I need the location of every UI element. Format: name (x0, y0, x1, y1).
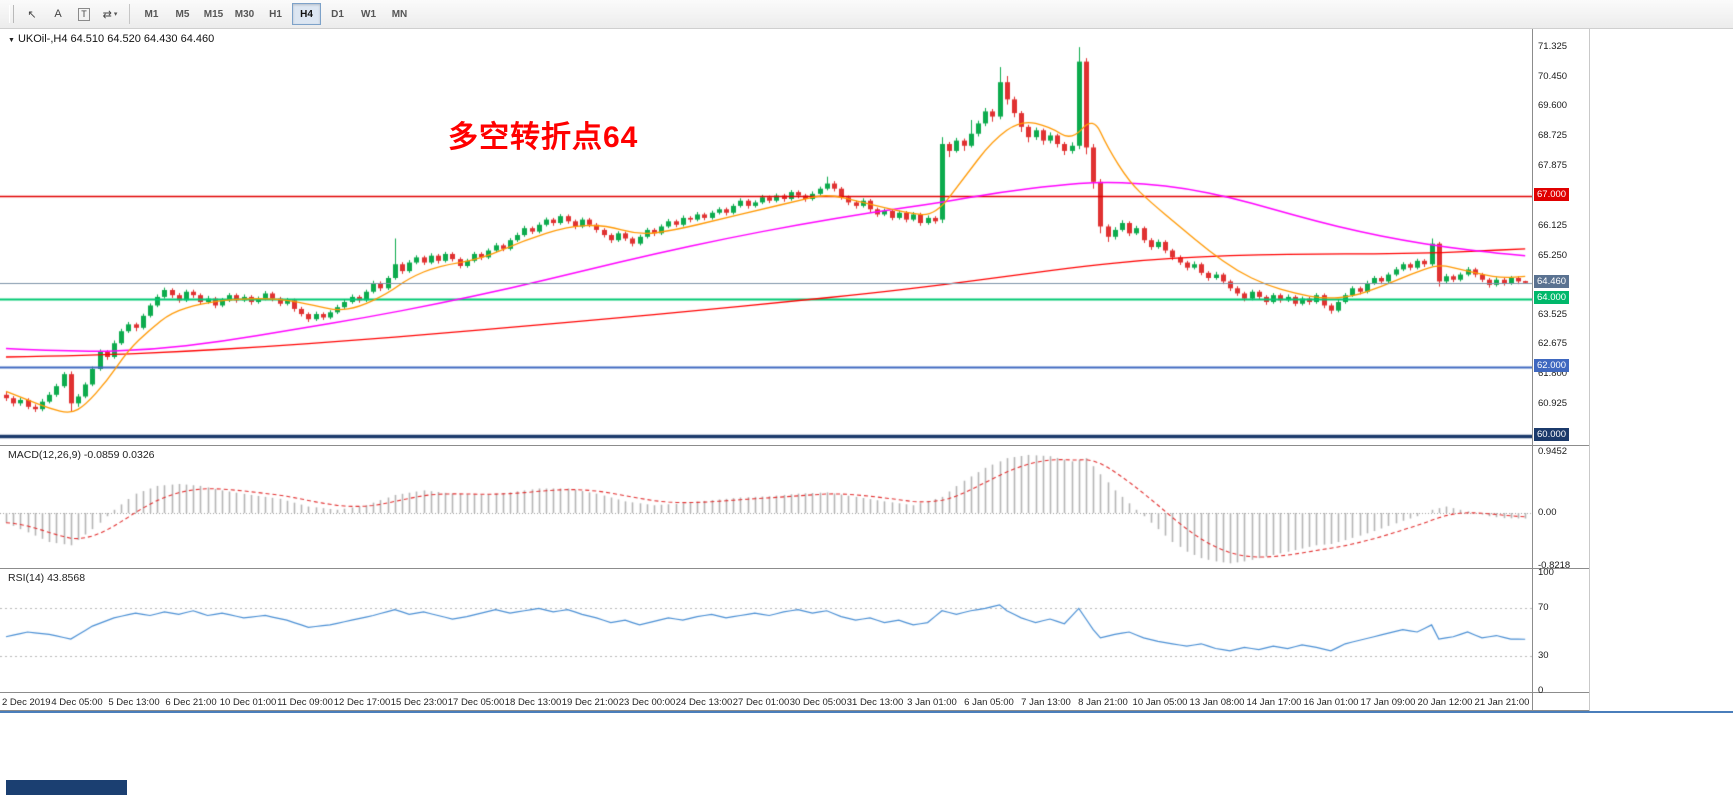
time-axis-label: 31 Dec 13:00 (846, 697, 904, 708)
timeframe-button-w1[interactable]: W1 (361, 8, 376, 20)
time-axis-label: 20 Jan 12:00 (1417, 697, 1473, 708)
price-scale-label: 69.600 (1538, 100, 1568, 112)
time-axis-label: 13 Jan 08:00 (1189, 697, 1245, 708)
toolbar: ↖ A T ⇄ ▾ M1 M5 M15 M30 H1 H4 D1 W1 MN (0, 0, 1733, 29)
symbol-dropdown-icon[interactable]: ▼ (8, 37, 15, 44)
text-tool-button[interactable]: T (72, 3, 96, 25)
macd-header: MACD(12,26,9) -0.0859 0.0326 (8, 449, 155, 461)
rsi-scale-label: 70 (1538, 602, 1549, 614)
cursor-tool-icon: ↖ (27, 8, 37, 21)
price-scale[interactable]: 71.325 70.450 69.600 68.725 67.875 66.125 65.2… (1532, 29, 1590, 692)
panel-separator-rsi-axis (0, 692, 1590, 693)
timeframe-button-mn[interactable]: MN (391, 8, 408, 20)
time-axis-label: 12 Dec 17:00 (333, 697, 391, 708)
time-axis-label: 10 Dec 01:00 (219, 697, 277, 708)
time-axis-label: 5 Dec 13:00 (108, 697, 160, 708)
time-axis-label: 8 Jan 21:00 (1078, 697, 1128, 708)
rsi-indicator-canvas[interactable] (0, 569, 1532, 692)
macd-scale: 0.9452 0.00 -0.8218 (1532, 446, 1590, 572)
timeframe-button-m15[interactable]: M15 (203, 8, 224, 20)
time-axis-label: 14 Jan 17:00 (1246, 697, 1302, 708)
symbol-ohlc-text: UKOil-,H4 64.510 64.520 64.430 64.460 (17, 33, 215, 45)
price-scale-label: 66.125 (1538, 219, 1568, 231)
time-axis-label: 19 Dec 21:00 (561, 697, 619, 708)
time-axis-label: 15 Dec 23:00 (390, 697, 448, 708)
time-axis-label: 17 Jan 09:00 (1360, 697, 1416, 708)
price-scale-label: 68.725 (1538, 130, 1568, 142)
price-scale-label: 60.925 (1538, 398, 1568, 410)
time-axis-label: 2 Dec 2019 (2, 697, 51, 708)
time-axis-label: 4 Dec 05:00 (51, 697, 103, 708)
objects-tool-button[interactable]: ⇄ ▾ (98, 3, 122, 25)
chart-window-bottom-border (0, 710, 1590, 711)
toolbar-grip[interactable] (9, 5, 14, 23)
time-axis-label: 3 Jan 01:00 (907, 697, 957, 708)
time-axis-label: 16 Jan 01:00 (1303, 697, 1359, 708)
price-scale-label: 71.325 (1538, 41, 1568, 52)
price-badge-64.460: 64.460 (1534, 274, 1570, 288)
time-axis-label: 11 Dec 09:00 (277, 697, 333, 708)
price-badge-60.000: 60.000 (1534, 428, 1570, 441)
text-tool-icon: T (78, 7, 90, 21)
price-badge-64.000: 64.000 (1534, 290, 1570, 304)
rsi-header: RSI(14) 43.8568 (8, 572, 86, 584)
macd-scale-label: 0.00 (1538, 507, 1557, 518)
panel-separator-main-macd[interactable] (0, 445, 1590, 446)
chart-window-right-border (1589, 29, 1590, 711)
taskbar-button-fragment[interactable] (6, 780, 127, 795)
timeframe-button-h1[interactable]: H1 (269, 8, 282, 20)
timeframe-button-h4[interactable]: H4 (292, 3, 321, 25)
price-badge-67.000: 67.000 (1534, 187, 1570, 201)
price-scale-label: 63.525 (1538, 308, 1568, 320)
toolbar-separator (129, 4, 130, 24)
time-axis-label: 24 Dec 13:00 (675, 697, 733, 708)
rsi-scale-label: 0 (1538, 685, 1544, 696)
time-axis-label: 30 Dec 05:00 (789, 697, 847, 708)
symbol-ohlc-line: ▼ UKOil-,H4 64.510 64.520 64.430 64.460 (8, 33, 214, 45)
price-scale-separator (1532, 29, 1533, 711)
rsi-scale-label: 30 (1538, 649, 1549, 661)
time-axis-label: 17 Dec 05:00 (447, 697, 505, 708)
price-badge-62.000: 62.000 (1534, 359, 1570, 373)
timeframe-group: M1 M5 M15 M30 H1 H4 D1 W1 MN (136, 3, 415, 25)
time-axis-label: 18 Dec 13:00 (504, 697, 562, 708)
rsi-scale-label: 100 (1538, 567, 1554, 578)
time-axis-label: 10 Jan 05:00 (1132, 697, 1188, 708)
annotation-a-tool-button[interactable]: A (46, 3, 70, 25)
lower-window-edge (0, 711, 1733, 713)
chart-text-annotation[interactable]: 多空转折点64 (448, 121, 639, 154)
macd-indicator-canvas[interactable] (0, 446, 1532, 568)
rsi-scale: 100 70 30 0 (1532, 567, 1590, 696)
main-price-chart-canvas[interactable] (0, 29, 1532, 445)
time-axis-label: 7 Jan 13:00 (1021, 697, 1071, 708)
time-axis-label: 23 Dec 00:00 (618, 697, 676, 708)
time-axis-label: 21 Jan 21:00 (1474, 697, 1530, 708)
macd-scale-label: -0.8218 (1538, 560, 1571, 572)
timeframe-button-m5[interactable]: M5 (175, 8, 190, 20)
time-axis[interactable]: 2 Dec 2019 4 Dec 05:00 5 Dec 13:00 6 Dec 21… (0, 693, 1590, 710)
panel-separator-macd-rsi[interactable] (0, 568, 1590, 569)
timeframe-button-d1[interactable]: D1 (331, 8, 344, 20)
price-scale-label: 62.675 (1538, 338, 1568, 350)
price-scale-label: 65.250 (1538, 249, 1568, 261)
price-scale-label: 70.450 (1538, 71, 1568, 83)
time-axis-label: 6 Dec 21:00 (165, 697, 217, 708)
cursor-tool-button[interactable]: ↖ (20, 3, 44, 25)
drawing-tools-group: ↖ A T ⇄ ▾ (19, 3, 123, 25)
time-axis-label: 27 Dec 01:00 (732, 697, 790, 708)
price-scale-label: 61.800 (1538, 368, 1568, 380)
timeframe-button-m30[interactable]: M30 (234, 8, 255, 20)
chevron-down-icon: ▾ (113, 11, 118, 18)
timeframe-button-m1[interactable]: M1 (144, 8, 159, 20)
time-axis-label: 6 Jan 05:00 (964, 697, 1014, 708)
price-scale-label: 67.875 (1538, 159, 1568, 171)
annotation-a-tool-icon: A (54, 8, 62, 20)
macd-scale-label: 0.9452 (1538, 446, 1568, 457)
objects-tool-icon: ⇄ (102, 8, 112, 21)
